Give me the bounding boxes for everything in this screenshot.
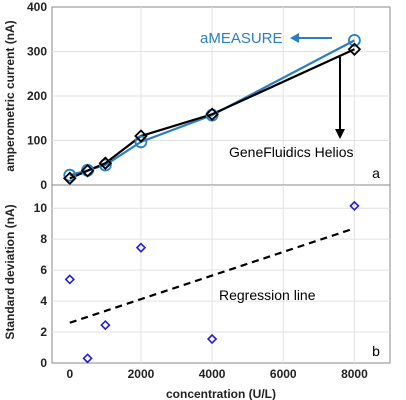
panel-a-y-ticks: 0 100 200 300 400: [27, 0, 47, 192]
amesure-point: [63, 168, 77, 182]
sd-point: [135, 242, 147, 253]
panel-b-gridlines: [52, 185, 390, 363]
amesure-annotation: aMEASURE: [200, 30, 283, 47]
panel-b-ytick-label: 2: [40, 325, 47, 339]
helios-point: [98, 156, 113, 170]
panel-b-ytick-label: 0: [40, 356, 47, 370]
amesure-arrow-head: [290, 33, 299, 43]
panel-b: 0 2 4 6 8 10 0 2000 4000 6000 8000 Regression lin…: [3, 184, 391, 400]
helios-point: [205, 107, 219, 122]
panel-a-ytick-label: 200: [27, 89, 47, 103]
panel-b-xtick-label: 8000: [341, 367, 368, 381]
panel-a-ylabel: amperometric current (nA): [3, 20, 17, 171]
panel-b-xtick-label: 4000: [199, 367, 226, 381]
panel-b-ytick-label: 8: [40, 232, 47, 246]
panel-b-xtick-label: 0: [66, 367, 73, 381]
panel-b-xtick-label: 2000: [128, 367, 155, 381]
panel-b-xtick-label: 6000: [270, 367, 297, 381]
helios-annotation: GeneFluidics Helios: [229, 144, 354, 160]
sd-point: [100, 319, 111, 331]
panel-a-gridlines: [52, 7, 390, 185]
helios-point: [347, 42, 362, 57]
helios-point: [63, 171, 77, 186]
panel-a-label: a: [372, 165, 380, 181]
sd-point: [64, 274, 75, 285]
helios-point: [134, 129, 148, 143]
panel-a-ytick-label: 400: [27, 0, 47, 14]
panel-b-xlabel: concentration (U/L): [166, 387, 276, 400]
helios-point: [80, 163, 95, 178]
panel-b-series: [64, 200, 360, 364]
regression-annotation: Regression line: [219, 287, 316, 303]
panel-a-series: [63, 33, 362, 186]
panel-a-ytick-label: 300: [27, 45, 47, 59]
helios-arrow-head: [335, 129, 345, 139]
regression-line: [69, 227, 355, 324]
panel-b-plot-area: [51, 184, 391, 364]
sd-point: [82, 353, 93, 364]
panel-a-ytick-label: 0: [40, 178, 47, 192]
panel-b-x-ticks: 0 2000 4000 6000 8000: [66, 367, 368, 381]
sd-point: [349, 200, 360, 212]
panel-b-y-ticks: 0 2 4 6 8 10: [34, 201, 48, 370]
panel-b-ytick-label: 4: [40, 294, 47, 308]
panel-b-ylabel: Standard deviation (nA): [3, 204, 17, 339]
panel-b-ytick-label: 6: [40, 263, 47, 277]
amesure-point: [134, 135, 148, 149]
sd-point: [206, 333, 218, 345]
panel-a-ytick-label: 100: [27, 134, 47, 148]
amesure-point: [98, 158, 112, 172]
panel-b-ytick-label: 10: [34, 201, 48, 215]
amesure-point: [348, 33, 361, 47]
panel-b-label: b: [372, 343, 380, 359]
helios-line: [69, 48, 355, 180]
